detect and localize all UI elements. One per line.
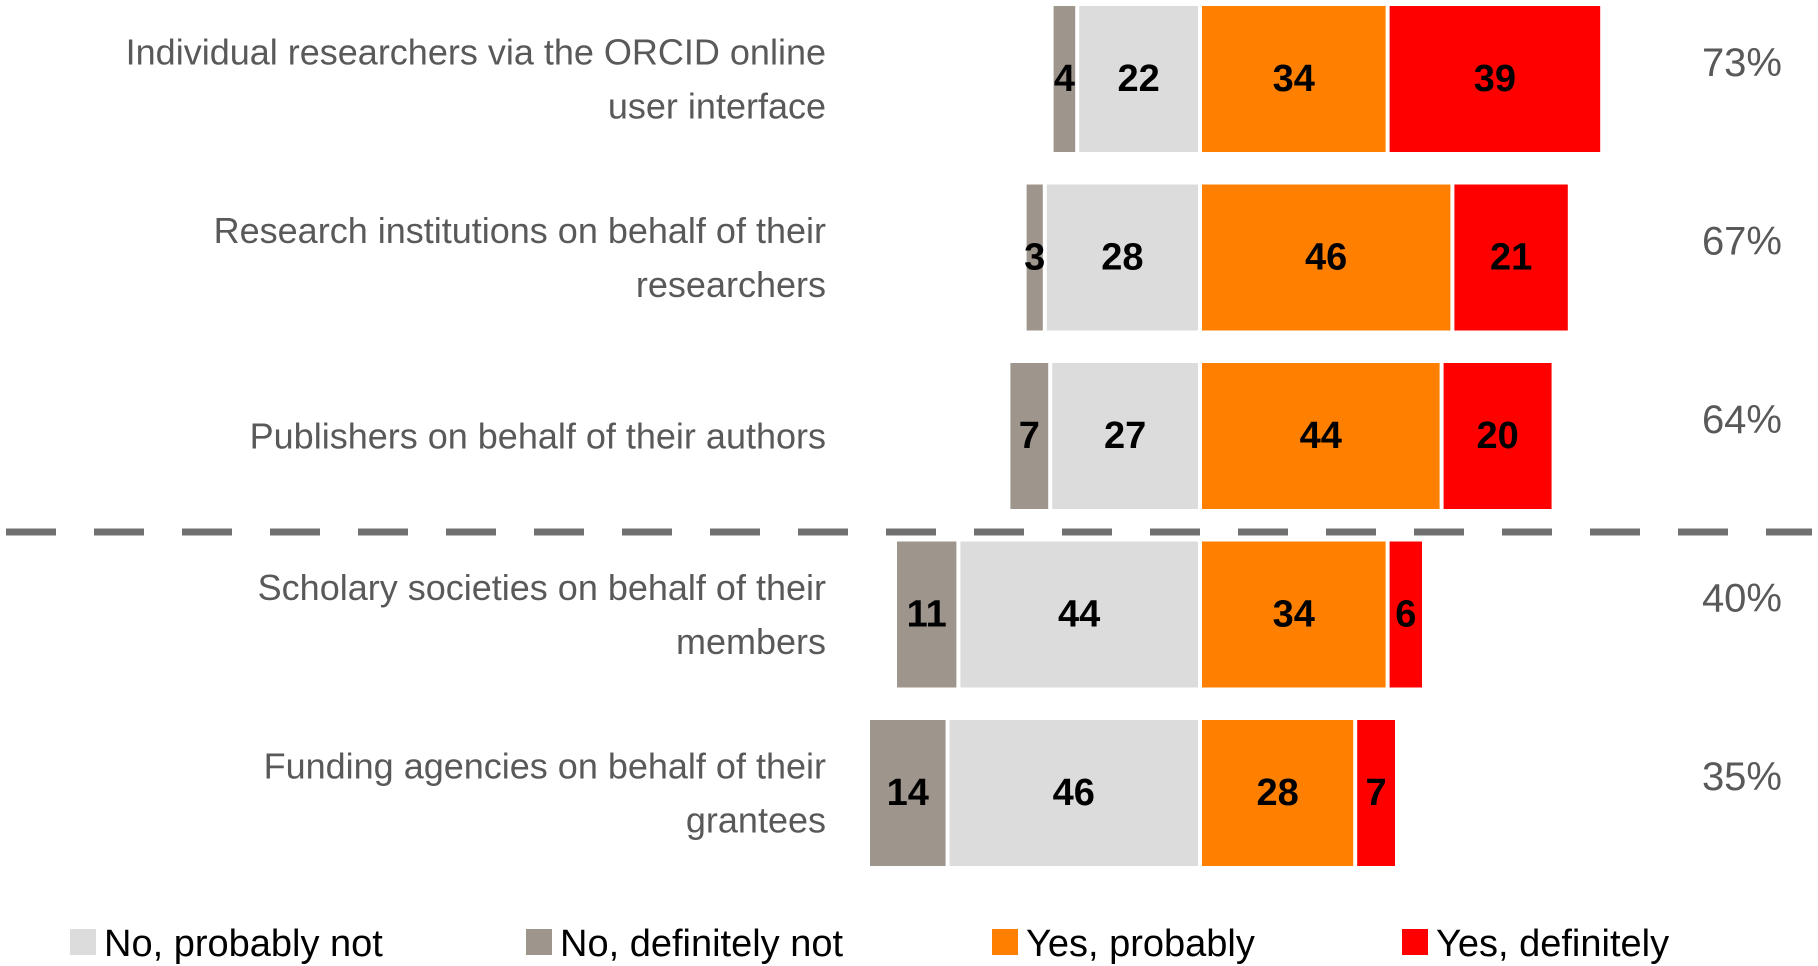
data-label: 7 — [1019, 415, 1040, 457]
bar-segment-no-definitely-not — [897, 541, 957, 688]
category-label: Research institutions on behalf of their — [214, 210, 826, 251]
legend-swatch — [1402, 929, 1428, 955]
legend: No, probably not No, definitely not Yes, p… — [70, 923, 1669, 965]
data-label: 34 — [1273, 58, 1315, 100]
data-label: 20 — [1476, 415, 1518, 457]
bar-segment-yes-probably — [1202, 541, 1386, 688]
data-label: 14 — [887, 772, 929, 814]
legend-label: No, definitely not — [560, 923, 843, 965]
data-label: 21 — [1490, 237, 1532, 279]
bar-segment-yes-probably — [1202, 720, 1354, 866]
data-label: 39 — [1474, 58, 1516, 100]
bar-segment-yes-probably — [1202, 6, 1386, 152]
data-label: 3 — [1024, 237, 1045, 279]
data-label: 28 — [1101, 237, 1143, 279]
bar-segment-yes-definitely — [1389, 541, 1422, 688]
bar-segment-yes-probably — [1202, 184, 1451, 331]
bar-segment-no-definitely-not — [870, 720, 946, 866]
bar-segment-no-probably-not — [949, 720, 1198, 866]
bar-row: Publishers on behalf of their authors 7 27… — [250, 363, 1782, 509]
legend-label: No, probably not — [104, 923, 383, 965]
data-label: 28 — [1256, 772, 1298, 814]
data-label: 44 — [1058, 594, 1100, 636]
data-label: 34 — [1273, 594, 1315, 636]
total-percentage: 64% — [1702, 398, 1782, 442]
total-percentage: 35% — [1702, 755, 1782, 799]
data-label: 46 — [1305, 237, 1347, 279]
data-label: 4 — [1054, 58, 1075, 100]
bar-segment-no-probably-not — [1079, 6, 1198, 152]
legend-label: Yes, probably — [1026, 923, 1255, 965]
bar-segment-yes-probably — [1202, 363, 1440, 509]
category-label: Publishers on behalf of their authors — [250, 416, 826, 457]
bar-segment-yes-definitely — [1389, 6, 1601, 152]
data-label: 22 — [1117, 58, 1159, 100]
bar-row: Research institutions on behalf of their… — [214, 184, 1782, 331]
category-label: Funding agencies on behalf of their — [264, 746, 826, 787]
bar-segment-no-probably-not — [1046, 184, 1198, 331]
category-label: user interface — [608, 86, 826, 127]
legend-label: Yes, definitely — [1436, 923, 1669, 965]
category-label: Individual researchers via the ORCID onl… — [126, 32, 826, 73]
total-percentage: 73% — [1702, 41, 1782, 85]
category-label: researchers — [636, 264, 826, 305]
bar-segment-no-definitely-not — [1053, 6, 1076, 152]
bar-row: Scholary societies on behalf of their mem… — [258, 541, 1782, 688]
bar-row: Individual researchers via the ORCID onl… — [126, 6, 1782, 152]
data-label: 11 — [907, 594, 947, 636]
bar-segment-yes-definitely — [1357, 720, 1395, 866]
bar-segment-no-definitely-not — [1010, 363, 1049, 509]
bar-segment-yes-definitely — [1454, 184, 1568, 331]
total-percentage: 67% — [1702, 220, 1782, 264]
bar-segment-no-definitely-not — [1026, 184, 1043, 331]
legend-swatch — [992, 929, 1018, 955]
data-label: 27 — [1104, 415, 1146, 457]
category-label: Scholary societies on behalf of their — [258, 567, 826, 608]
bar-segment-yes-definitely — [1443, 363, 1552, 509]
bar-segment-no-probably-not — [960, 541, 1198, 688]
category-label: grantees — [686, 800, 826, 841]
data-label: 6 — [1395, 594, 1416, 636]
bar-segment-no-probably-not — [1052, 363, 1198, 509]
category-label: members — [676, 621, 826, 662]
data-label: 44 — [1300, 415, 1342, 457]
legend-swatch — [526, 929, 552, 955]
bar-row: Funding agencies on behalf of their grant… — [264, 720, 1782, 866]
legend-swatch — [70, 929, 96, 955]
total-percentage: 40% — [1702, 577, 1782, 621]
data-label: 46 — [1053, 772, 1095, 814]
data-label: 7 — [1366, 772, 1387, 814]
